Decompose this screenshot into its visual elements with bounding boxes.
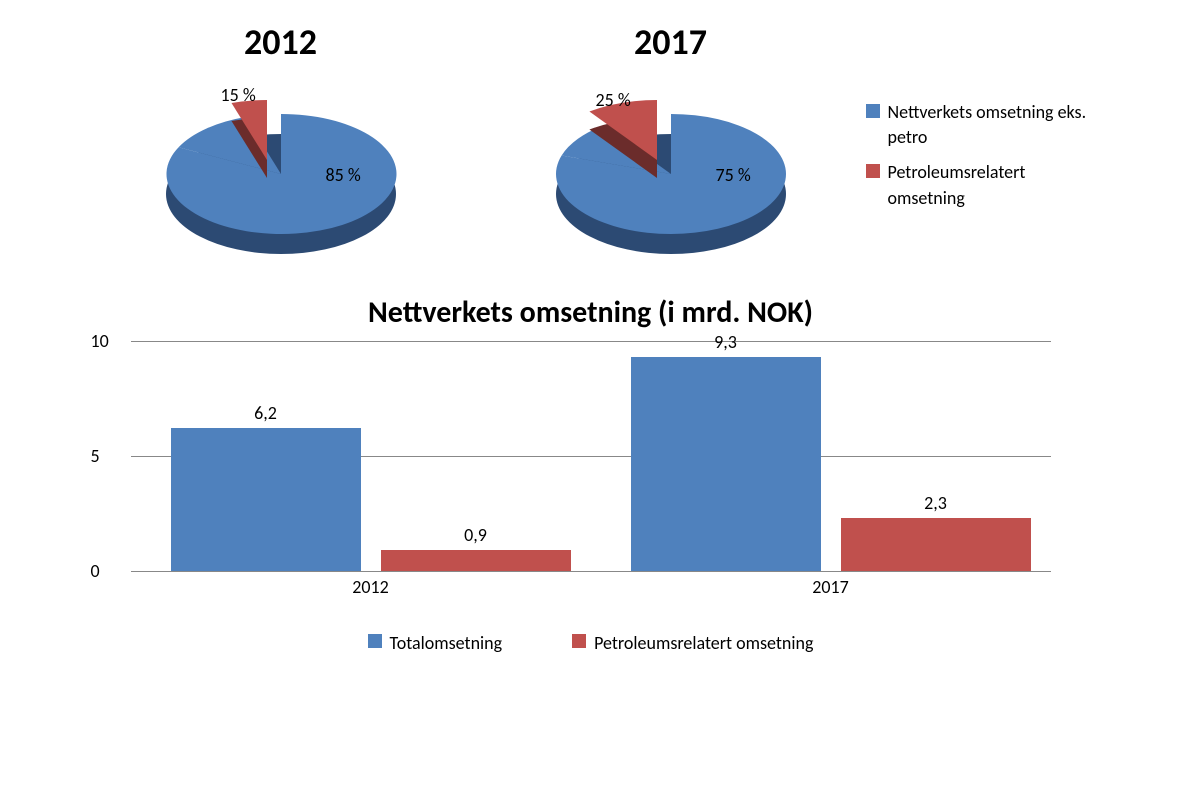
y-tick-label: 5 [91,445,100,467]
bar-chart: 10 5 0 6,20,99,32,3 20122017 Totalomsetn… [131,341,1051,654]
bar: 0,9 [381,550,571,571]
pie-chart-right: 25 % 75 % [476,84,866,264]
bar-value-label: 6,2 [171,402,361,424]
legend-swatch-icon [866,164,880,178]
pie-title-left: 2012 [86,20,476,64]
bar-legend-item: Totalomsetning [368,632,503,654]
bar: 9,3 [631,357,821,571]
bar-legend-item: Petroleumsrelatert omsetning [572,632,813,654]
pie-title-right: 2017 [476,20,866,64]
bar-value-label: 9,3 [631,331,821,353]
pie-slice-label: 25 % [596,89,631,111]
pie-slice-label: 15 % [221,84,256,106]
bar: 6,2 [171,428,361,571]
x-tick-label: 2012 [352,576,389,598]
legend-swatch-icon [866,104,880,118]
y-tick-label: 0 [91,560,100,582]
legend-swatch-icon [368,634,382,648]
legend-label: Totalomsetning [390,632,503,654]
bar-chart-title: Nettverkets omsetning (i mrd. NOK) [20,294,1161,331]
legend-item: Nettverkets omsetning eks. petro [866,100,1096,150]
pie-chart-left: 15 % 85 % [86,84,476,264]
legend-label: Petroleumsrelatert omsetning [594,632,813,654]
legend-swatch-icon [572,634,586,648]
y-tick-label: 10 [91,330,109,352]
bar-value-label: 0,9 [381,524,571,546]
x-tick-label: 2017 [812,576,849,598]
pie-slice-label: 75 % [716,164,751,186]
bar-value-label: 2,3 [841,492,1031,514]
legend-label: Nettverkets omsetning eks. petro [888,100,1096,150]
legend-label: Petroleumsrelatert omsetning [888,160,1096,210]
bar: 2,3 [841,518,1031,571]
legend-item: Petroleumsrelatert omsetning [866,160,1096,210]
pie-slice-label: 85 % [326,164,361,186]
